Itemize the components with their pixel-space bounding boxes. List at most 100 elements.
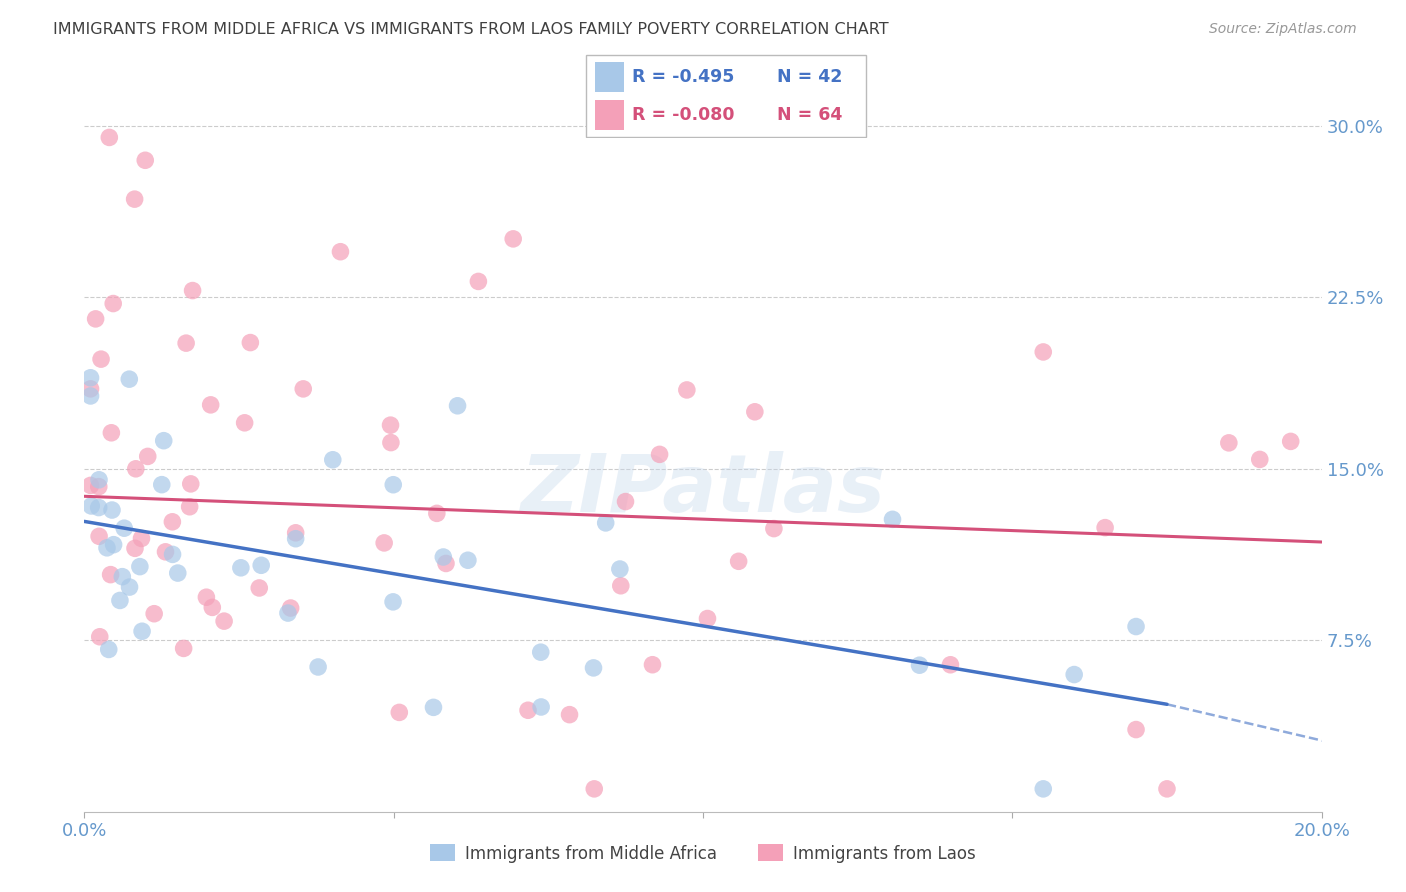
- Point: [676, 383, 699, 397]
- Point: [143, 607, 166, 621]
- Point: [131, 624, 153, 639]
- Point: [614, 494, 637, 508]
- Point: [212, 614, 235, 628]
- Point: [90, 352, 112, 367]
- Point: [530, 700, 553, 714]
- Point: [124, 192, 146, 206]
- Legend: Immigrants from Middle Africa, Immigrants from Laos: Immigrants from Middle Africa, Immigrant…: [423, 838, 983, 869]
- Point: [131, 532, 153, 546]
- Point: [125, 462, 148, 476]
- Text: Source: ZipAtlas.com: Source: ZipAtlas.com: [1209, 22, 1357, 37]
- Point: [239, 335, 262, 350]
- Point: [155, 545, 177, 559]
- Point: [152, 434, 174, 448]
- Bar: [595, 100, 624, 130]
- Point: [939, 657, 962, 672]
- Point: [373, 536, 395, 550]
- Point: [280, 601, 302, 615]
- Point: [908, 658, 931, 673]
- Point: [530, 645, 553, 659]
- Point: [432, 549, 454, 564]
- Point: [84, 311, 107, 326]
- Point: [201, 600, 224, 615]
- Text: ZIPatlas: ZIPatlas: [520, 450, 886, 529]
- Point: [128, 559, 150, 574]
- Point: [180, 476, 202, 491]
- Point: [181, 284, 204, 298]
- Point: [150, 477, 173, 491]
- Point: [517, 703, 540, 717]
- Point: [87, 473, 110, 487]
- Point: [112, 521, 135, 535]
- Point: [322, 452, 344, 467]
- Point: [118, 372, 141, 386]
- Point: [382, 595, 405, 609]
- Point: [467, 275, 489, 289]
- Point: [97, 642, 120, 657]
- Point: [762, 522, 785, 536]
- Point: [882, 512, 904, 526]
- Text: R = -0.495: R = -0.495: [633, 68, 735, 86]
- Point: [446, 399, 468, 413]
- Point: [111, 569, 134, 583]
- Point: [1032, 781, 1054, 796]
- Point: [136, 450, 159, 464]
- Point: [98, 130, 121, 145]
- Point: [641, 657, 664, 672]
- Point: [744, 405, 766, 419]
- Point: [388, 706, 411, 720]
- Point: [173, 641, 195, 656]
- Point: [1249, 452, 1271, 467]
- Point: [124, 541, 146, 556]
- Point: [558, 707, 581, 722]
- Point: [502, 232, 524, 246]
- Point: [195, 591, 218, 605]
- Point: [233, 416, 256, 430]
- Text: N = 64: N = 64: [776, 106, 842, 124]
- Point: [108, 593, 131, 607]
- FancyBboxPatch shape: [586, 55, 866, 136]
- Point: [284, 532, 307, 546]
- Point: [1032, 345, 1054, 359]
- Point: [96, 541, 118, 555]
- Point: [380, 435, 402, 450]
- Point: [1063, 667, 1085, 681]
- Point: [101, 503, 124, 517]
- Point: [610, 579, 633, 593]
- Point: [100, 567, 122, 582]
- Point: [79, 478, 101, 492]
- Text: IMMIGRANTS FROM MIDDLE AFRICA VS IMMIGRANTS FROM LAOS FAMILY POVERTY CORRELATION: IMMIGRANTS FROM MIDDLE AFRICA VS IMMIGRA…: [53, 22, 889, 37]
- Point: [229, 561, 252, 575]
- Point: [426, 507, 449, 521]
- Point: [422, 700, 444, 714]
- Point: [1156, 781, 1178, 796]
- Point: [162, 515, 184, 529]
- Point: [79, 371, 101, 385]
- Point: [696, 611, 718, 625]
- Point: [1125, 723, 1147, 737]
- Point: [329, 244, 352, 259]
- Point: [87, 500, 110, 515]
- Point: [307, 660, 329, 674]
- Point: [179, 500, 201, 514]
- Bar: [595, 62, 624, 92]
- Point: [79, 389, 101, 403]
- Point: [174, 336, 197, 351]
- Point: [1218, 435, 1240, 450]
- Point: [89, 630, 111, 644]
- Point: [250, 558, 273, 573]
- Point: [277, 606, 299, 620]
- Point: [162, 548, 184, 562]
- Point: [87, 480, 110, 494]
- Point: [118, 580, 141, 594]
- Point: [1094, 521, 1116, 535]
- Point: [1279, 434, 1302, 449]
- Point: [100, 425, 122, 440]
- Text: R = -0.080: R = -0.080: [633, 106, 735, 124]
- Point: [80, 499, 103, 513]
- Point: [166, 566, 188, 580]
- Point: [1125, 619, 1147, 633]
- Point: [648, 447, 671, 461]
- Point: [284, 525, 307, 540]
- Point: [87, 529, 110, 543]
